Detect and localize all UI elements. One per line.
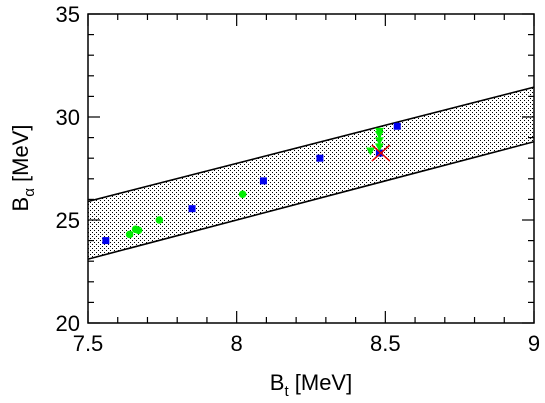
x-axis-label: Bt [MeV] — [270, 370, 352, 400]
data-point-square — [188, 205, 196, 213]
y-tick-label: 30 — [56, 105, 80, 130]
x-tick-label: 9 — [528, 331, 540, 356]
data-point-triangle — [365, 147, 375, 156]
data-point-circle — [155, 216, 164, 224]
tick-labels: 7.5 8 8.5 9 20 25 30 35 — [56, 2, 541, 356]
data-point-square — [393, 122, 401, 130]
data-point-triangle — [374, 127, 384, 136]
data-point-circle — [238, 190, 247, 199]
y-tick-label: 35 — [56, 2, 80, 27]
data-point-circle — [134, 226, 143, 235]
x-tick-label: 8.5 — [370, 331, 401, 356]
y-axis-label: Bα [MeV] — [8, 125, 38, 212]
plot-frame — [87, 13, 535, 324]
x-tick-label: 7.5 — [73, 331, 104, 356]
data-point-cross — [371, 144, 391, 162]
x-tick-label: 8 — [231, 331, 243, 356]
data-point-triangle — [374, 137, 384, 146]
data-point-square — [316, 154, 324, 162]
uncertainty-band — [88, 86, 534, 260]
data-point-square — [102, 237, 110, 245]
data-point-circle — [125, 230, 134, 239]
band-fill — [88, 87, 534, 260]
data-point-triangle — [374, 143, 384, 152]
y-tick-label: 20 — [56, 311, 80, 336]
y-tick-label: 25 — [56, 208, 80, 233]
band-upper-line — [88, 86, 534, 203]
band-lower-line — [88, 140, 534, 260]
data-points — [102, 122, 401, 245]
data-point-square — [259, 177, 267, 185]
data-point-square — [375, 149, 383, 157]
